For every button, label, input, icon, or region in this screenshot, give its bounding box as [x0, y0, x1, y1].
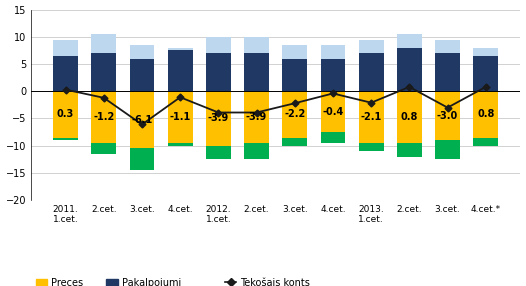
Bar: [244, 37, 269, 53]
Bar: [129, 148, 155, 170]
Text: -1.1: -1.1: [169, 112, 191, 122]
Bar: [435, 39, 460, 53]
Bar: [435, 53, 460, 91]
Bar: [282, 59, 307, 91]
Bar: [397, 143, 422, 157]
Bar: [473, 138, 498, 146]
Bar: [92, 53, 116, 91]
Bar: [53, 56, 78, 91]
Bar: [320, 59, 346, 91]
Bar: [92, 34, 116, 53]
Legend: Preces, Ienākumi, Pakalpojumi, Kārtējie pārvedumi, Tekošais konts: Preces, Ienākumi, Pakalpojumi, Kārtējie …: [36, 277, 310, 286]
Bar: [320, 91, 346, 132]
Bar: [168, 143, 193, 146]
Bar: [435, 91, 460, 140]
Text: 0.8: 0.8: [477, 110, 494, 120]
Bar: [92, 143, 116, 154]
Bar: [282, 138, 307, 146]
Bar: [359, 143, 383, 151]
Text: -1.2: -1.2: [93, 112, 115, 122]
Bar: [129, 59, 155, 91]
Bar: [359, 39, 383, 53]
Bar: [168, 48, 193, 50]
Text: -2.1: -2.1: [360, 112, 382, 122]
Text: 0.8: 0.8: [401, 112, 418, 122]
Text: -6.1: -6.1: [132, 115, 153, 125]
Bar: [397, 48, 422, 91]
Bar: [397, 34, 422, 48]
Bar: [244, 91, 269, 143]
Bar: [206, 91, 231, 146]
Bar: [244, 53, 269, 91]
Bar: [473, 48, 498, 56]
Bar: [129, 91, 155, 148]
Bar: [282, 45, 307, 59]
Bar: [92, 91, 116, 143]
Bar: [168, 50, 193, 91]
Bar: [53, 91, 78, 138]
Bar: [320, 132, 346, 143]
Bar: [473, 56, 498, 91]
Text: -2.2: -2.2: [284, 110, 306, 120]
Text: 0.3: 0.3: [57, 110, 74, 120]
Bar: [53, 138, 78, 140]
Bar: [206, 53, 231, 91]
Bar: [435, 140, 460, 159]
Bar: [129, 45, 155, 59]
Bar: [397, 91, 422, 143]
Bar: [206, 146, 231, 159]
Bar: [320, 45, 346, 59]
Bar: [53, 39, 78, 56]
Bar: [168, 91, 193, 143]
Text: -3.9: -3.9: [208, 114, 229, 124]
Bar: [244, 143, 269, 159]
Text: -0.4: -0.4: [322, 107, 343, 117]
Bar: [206, 37, 231, 53]
Bar: [473, 91, 498, 138]
Bar: [359, 53, 383, 91]
Bar: [359, 91, 383, 143]
Bar: [282, 91, 307, 138]
Text: -3.9: -3.9: [246, 112, 267, 122]
Text: -3.0: -3.0: [437, 111, 458, 121]
